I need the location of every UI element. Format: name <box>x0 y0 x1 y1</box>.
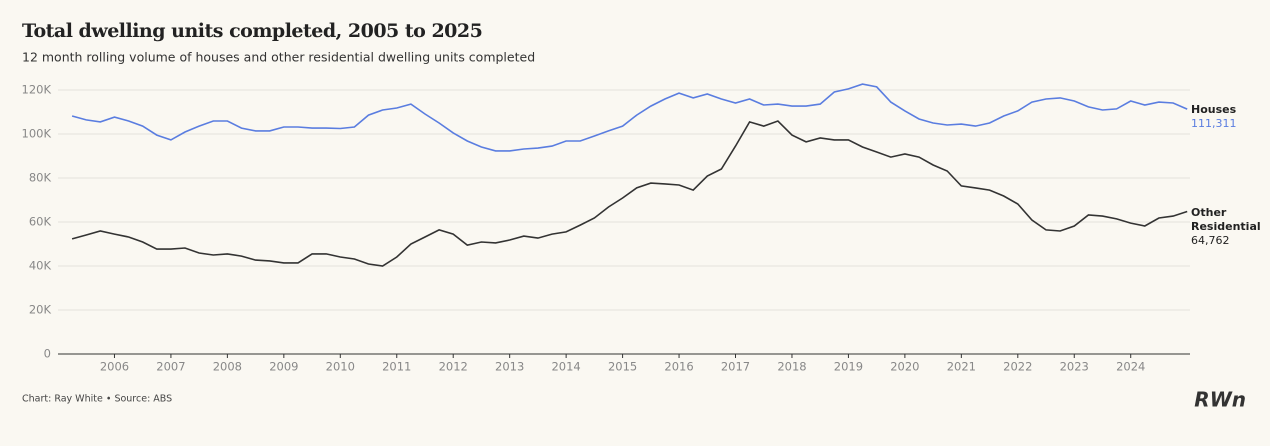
x-tick-label: 2014 <box>551 360 580 374</box>
logo: RWn <box>1194 388 1246 412</box>
value-label: 111,311 <box>1191 117 1237 131</box>
x-tick-label: 2024 <box>1116 360 1145 374</box>
series-name: Houses <box>1191 103 1237 117</box>
y-tick-label: 20K <box>29 303 52 317</box>
chart-title: Total dwelling units completed, 2005 to … <box>22 20 482 42</box>
series-name: Other Residential <box>1191 205 1261 233</box>
x-tick-label: 2011 <box>382 360 411 374</box>
x-tick-label: 2021 <box>947 360 976 374</box>
y-tick-label: 40K <box>29 259 52 273</box>
x-tick-label: 2017 <box>721 360 750 374</box>
series-line <box>71 120 1188 267</box>
chart-subtitle: 12 month rolling volume of houses and ot… <box>22 50 535 65</box>
source: Chart: Ray White • Source: ABS <box>22 394 172 405</box>
end-label: Other Residential 64,762 <box>1191 205 1261 248</box>
value-label: 64,762 <box>1191 233 1230 247</box>
y-tick-label: 80K <box>29 171 52 185</box>
y-tick-label: 0 <box>44 347 51 361</box>
x-tick-label: 2023 <box>1060 360 1089 374</box>
x-tick-label: 2012 <box>439 360 468 374</box>
x-tick-label: 2018 <box>777 360 806 374</box>
y-tick-label: 120K <box>22 83 52 97</box>
x-tick-label: 2008 <box>213 360 242 374</box>
x-tick-label: 2013 <box>495 360 524 374</box>
x-tick-label: 2019 <box>834 360 863 374</box>
x-tick-label: 2020 <box>890 360 919 374</box>
x-tick-label: 2016 <box>664 360 693 374</box>
y-tick-label: 60K <box>29 215 52 229</box>
x-tick-label: 2022 <box>1003 360 1032 374</box>
x-tick-label: 2015 <box>608 360 637 374</box>
x-tick-label: 2009 <box>269 360 298 374</box>
x-tick-label: 2010 <box>326 360 355 374</box>
end-label: Houses 111,311 <box>1191 103 1251 131</box>
series-line <box>71 83 1188 152</box>
x-tick-label: 2007 <box>156 360 185 374</box>
x-tick-label: 2006 <box>100 360 129 374</box>
y-tick-label: 100K <box>22 127 52 141</box>
